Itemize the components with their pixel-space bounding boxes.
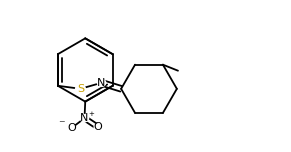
Ellipse shape bbox=[80, 115, 89, 122]
Text: O: O bbox=[94, 122, 102, 132]
Text: S: S bbox=[77, 84, 84, 94]
Text: O: O bbox=[67, 123, 76, 133]
Ellipse shape bbox=[68, 125, 76, 131]
Ellipse shape bbox=[76, 85, 85, 93]
Ellipse shape bbox=[94, 124, 102, 131]
Text: +: + bbox=[88, 111, 94, 117]
Text: N: N bbox=[97, 78, 106, 88]
Ellipse shape bbox=[97, 79, 106, 86]
Text: ⁻: ⁻ bbox=[58, 118, 65, 131]
Text: N: N bbox=[80, 113, 89, 123]
